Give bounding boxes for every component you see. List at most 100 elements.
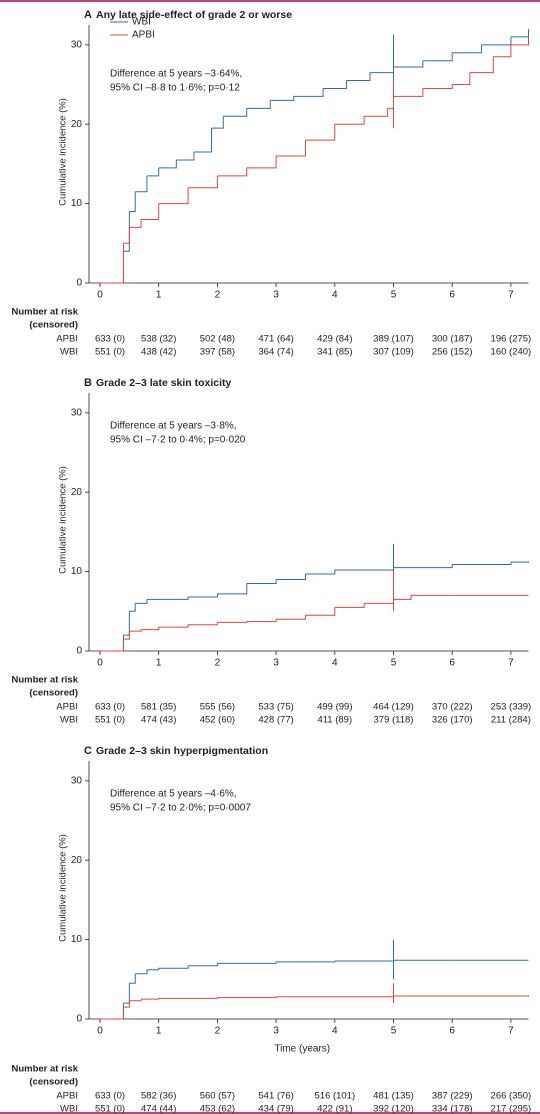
panel-label: C — [84, 745, 92, 757]
step-segment — [123, 611, 130, 636]
risk-row-label: WBI — [60, 715, 78, 726]
risk-cell: 196 (275) — [491, 334, 532, 345]
x-tick-label: 4 — [332, 658, 338, 669]
x-tick-label: 0 — [97, 1026, 103, 1037]
risk-cell: 364 (74) — [258, 347, 293, 358]
step-segment — [217, 996, 277, 999]
step-segment — [276, 995, 394, 998]
legend-label: WBI — [132, 17, 151, 28]
step-segment — [158, 965, 189, 969]
step-segment — [493, 44, 512, 58]
risk-cell: 474 (44) — [141, 1104, 176, 1114]
annotation: Difference at 5 years –3·8%, — [110, 421, 237, 432]
step-segment — [510, 28, 529, 38]
x-tick-label: 6 — [449, 658, 455, 669]
y-tick-label: 10 — [71, 566, 83, 577]
step-segment — [305, 570, 336, 575]
step-segment — [364, 599, 394, 604]
risk-cell: 160 (240) — [491, 347, 532, 358]
risk-cell: 300 (187) — [432, 334, 473, 345]
x-tick-label: 7 — [508, 290, 514, 301]
step-segment — [270, 96, 295, 101]
step-segment — [246, 100, 271, 109]
step-segment — [129, 999, 142, 1002]
risk-cell: 266 (350) — [491, 1091, 532, 1102]
step-segment — [393, 995, 529, 997]
annotation: 95% CI –7·2 to 0·4%; p=0·020 — [110, 435, 246, 446]
step-segment — [334, 567, 394, 571]
risk-cell: 502 (48) — [200, 334, 235, 345]
step-segment — [422, 52, 453, 62]
risk-row-label: WBI — [60, 347, 78, 358]
step-segment — [393, 564, 453, 569]
step-segment — [117, 251, 124, 284]
step-segment — [176, 152, 195, 161]
step-segment — [452, 562, 512, 565]
step-segment — [393, 595, 412, 600]
step-segment — [117, 1007, 124, 1020]
risk-cell: 370 (222) — [432, 702, 473, 713]
step-segment — [123, 631, 130, 640]
y-tick-label: 20 — [71, 855, 83, 866]
risk-cell: 538 (32) — [141, 334, 176, 345]
step-segment — [129, 629, 142, 632]
y-tick-label: 10 — [71, 198, 83, 209]
step-segment — [135, 175, 148, 193]
x-tick-label: 5 — [391, 290, 397, 301]
risk-cell: 326 (170) — [432, 715, 473, 726]
step-segment — [217, 583, 248, 595]
risk-cell: 389 (107) — [373, 334, 414, 345]
y-tick-label: 0 — [76, 278, 82, 289]
step-segment — [135, 599, 148, 604]
risk-cell: 533 (75) — [258, 702, 293, 713]
risk-cell: 499 (99) — [317, 702, 352, 713]
risk-cell: 379 (118) — [374, 715, 414, 726]
risk-cell: 307 (109) — [373, 347, 414, 358]
step-segment — [305, 607, 336, 616]
step-segment — [346, 72, 371, 82]
step-segment — [141, 627, 160, 631]
step-segment — [211, 116, 224, 129]
risk-cell: 555 (56) — [200, 702, 235, 713]
x-axis-label: Time (years) — [274, 1044, 330, 1055]
legend-label: APBI — [132, 30, 155, 41]
x-tick-label: 0 — [97, 658, 103, 669]
risk-cell: 397 (58) — [200, 347, 235, 358]
y-tick-label: 10 — [71, 934, 83, 945]
x-tick-label: 6 — [449, 290, 455, 301]
risk-cell: 422 (91) — [317, 1104, 352, 1114]
panel-title: Any late side-effect of grade 2 or worse — [96, 9, 292, 21]
x-tick-label: 2 — [215, 658, 221, 669]
step-segment — [246, 619, 277, 623]
risk-row-label: APBI — [56, 334, 78, 345]
x-tick-label: 1 — [156, 658, 162, 669]
step-segment — [276, 573, 306, 581]
step-segment — [129, 191, 136, 213]
risk-cell: 464 (129) — [373, 702, 414, 713]
step-segment — [217, 961, 277, 964]
risk-cell: 474 (43) — [141, 715, 176, 726]
step-segment — [481, 36, 512, 46]
risk-cell: 429 (84) — [317, 334, 352, 345]
annotation: Difference at 5 years –4·6%, — [110, 789, 237, 800]
step-segment — [334, 116, 365, 125]
x-tick-label: 4 — [332, 290, 338, 301]
x-tick-label: 5 — [391, 1026, 397, 1037]
step-segment — [364, 108, 389, 117]
risk-cell: 560 (57) — [200, 1091, 235, 1102]
step-segment — [158, 597, 189, 600]
risk-cell: 581 (35) — [141, 702, 176, 713]
step-segment — [305, 124, 336, 141]
step-segment — [188, 622, 218, 626]
risk-title: Number at risk — [11, 307, 78, 318]
step-segment — [141, 998, 160, 1000]
step-segment — [123, 983, 130, 1004]
risk-cell: 551 (0) — [95, 1104, 125, 1114]
step-segment — [246, 155, 277, 169]
y-axis-label: Cumulative incidence (%) — [58, 98, 69, 206]
x-tick-label: 6 — [449, 1026, 455, 1037]
y-tick-label: 30 — [71, 775, 83, 786]
step-segment — [117, 243, 124, 284]
y-tick-label: 20 — [71, 119, 83, 130]
